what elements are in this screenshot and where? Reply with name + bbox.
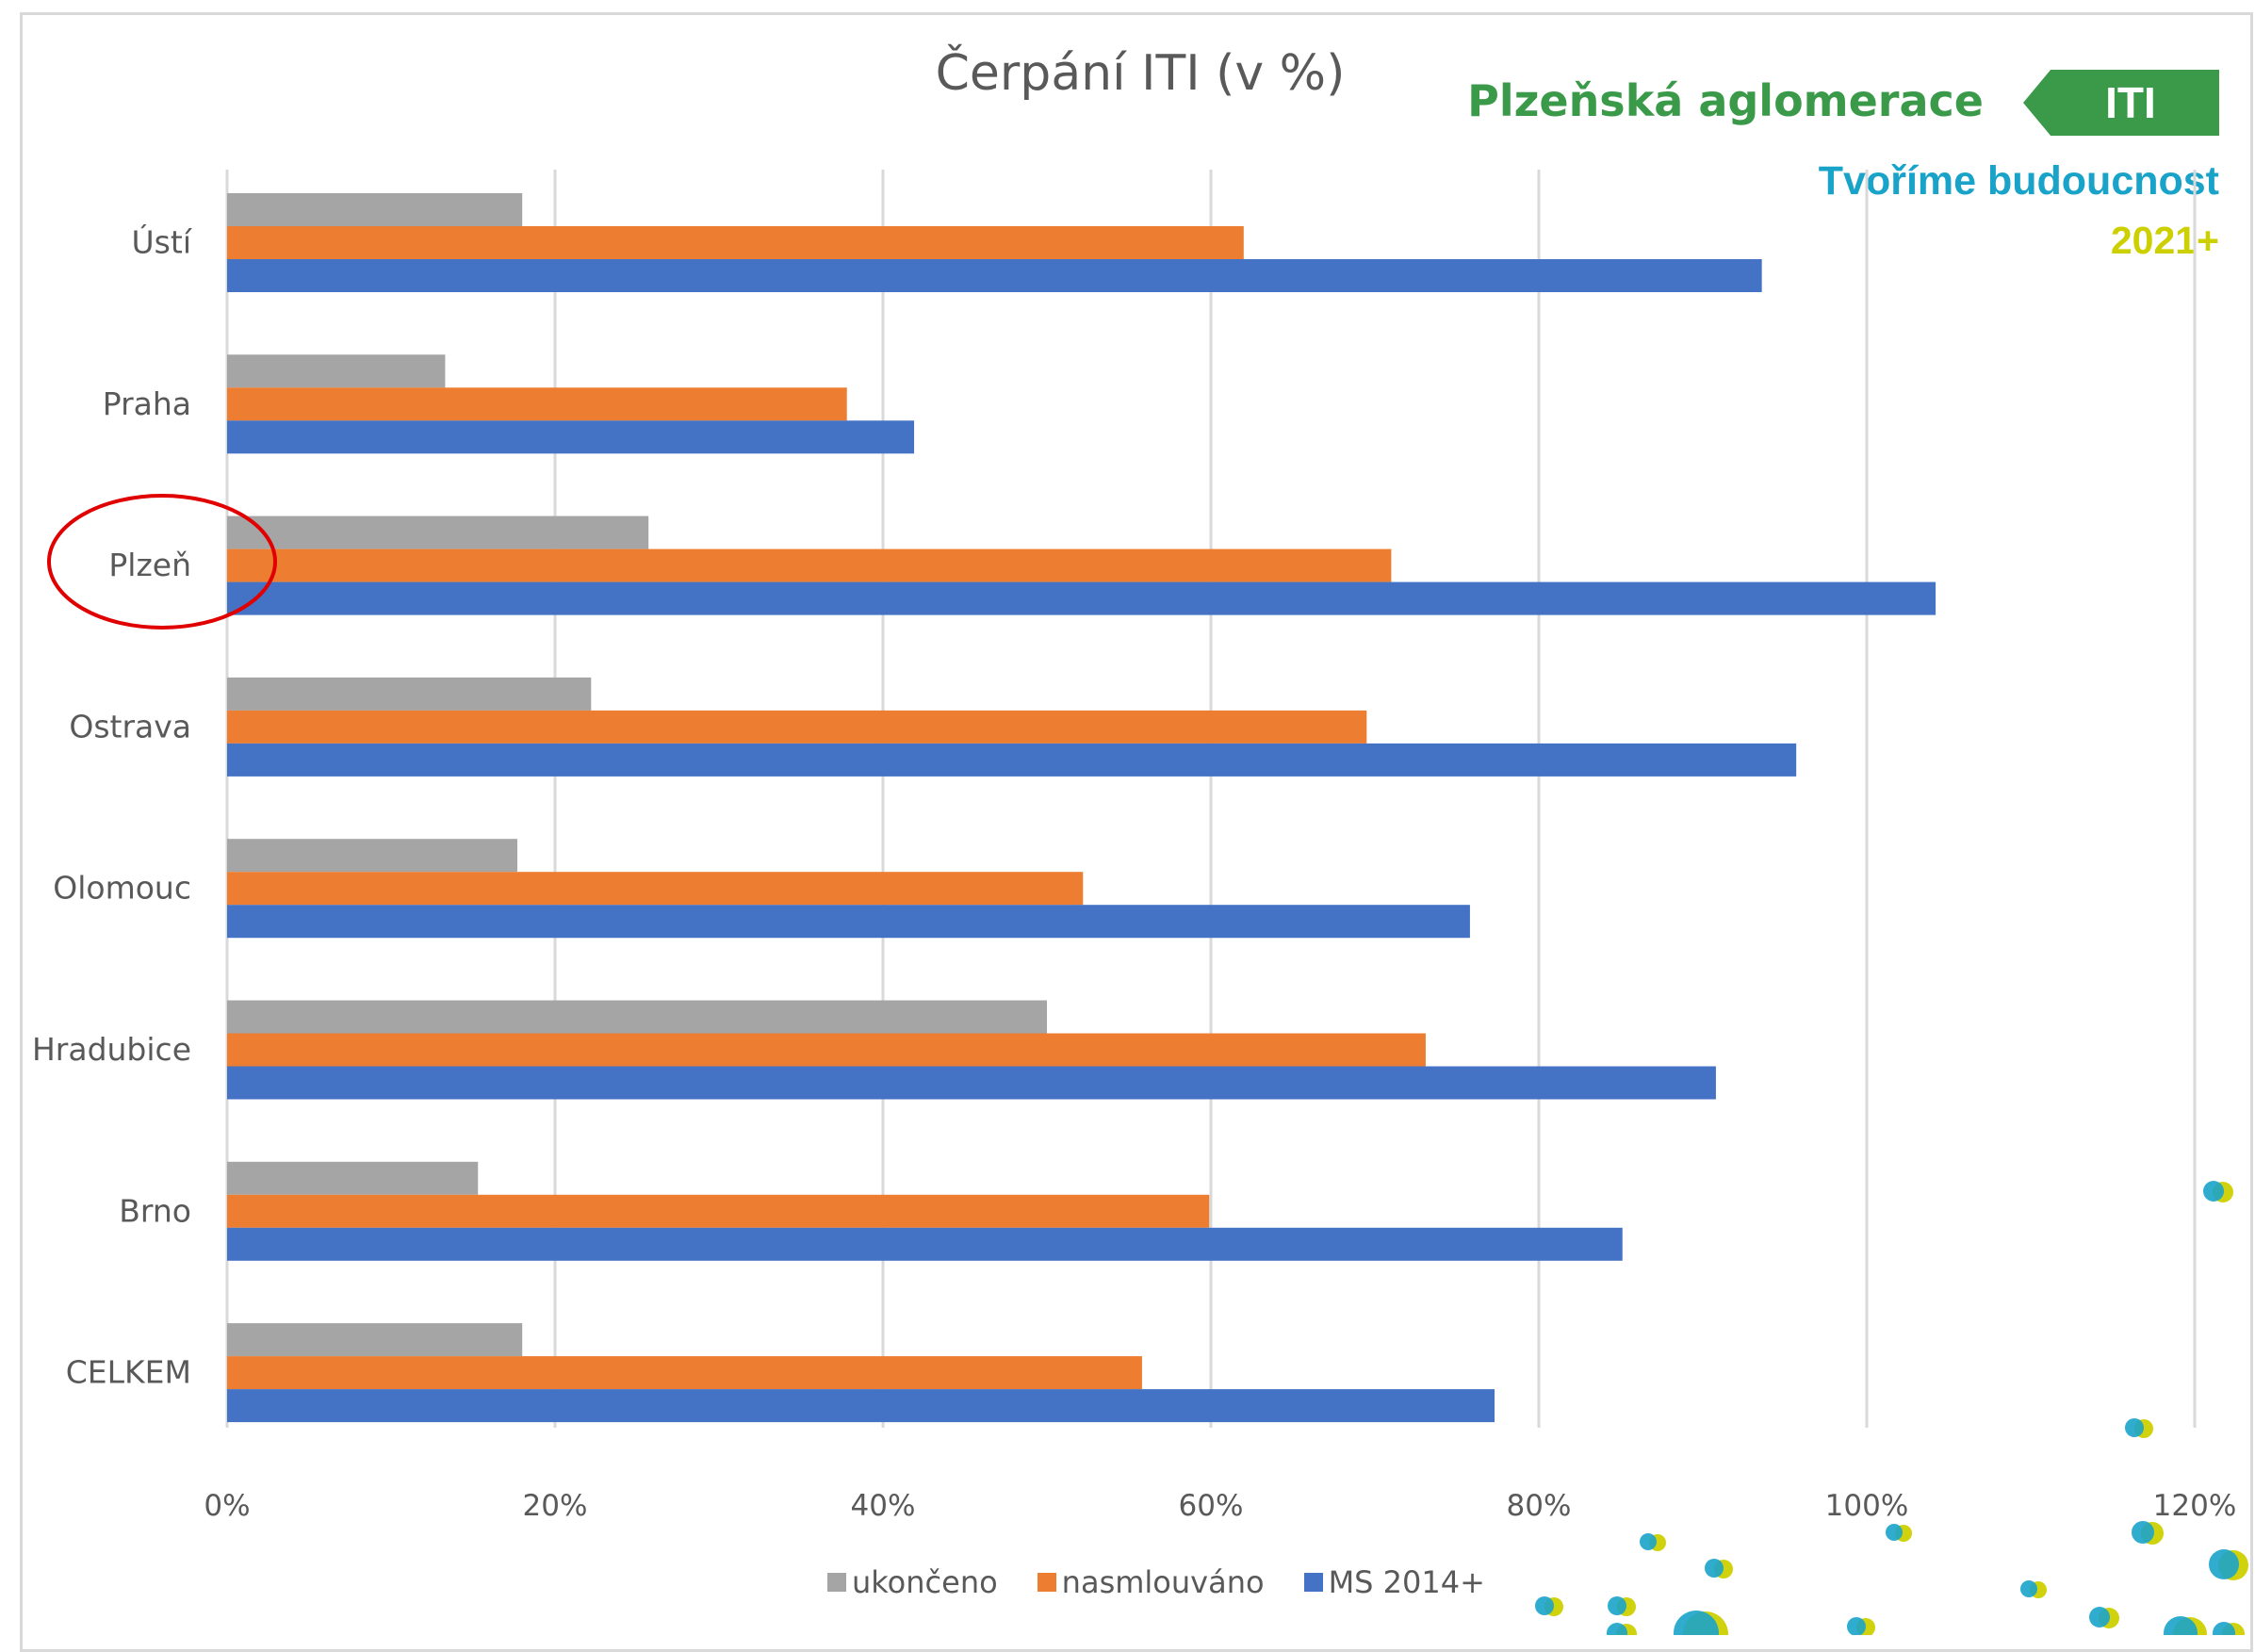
decor-dot <box>1674 1611 1719 1635</box>
bar <box>227 354 446 388</box>
x-tick-label: 40% <box>851 1489 916 1523</box>
bar <box>227 1389 1495 1423</box>
bar <box>227 677 592 711</box>
bar <box>227 548 1392 582</box>
decor-dot <box>2203 1181 2224 1202</box>
x-tick-label: 60% <box>1179 1489 1244 1523</box>
decor-dot <box>2164 1616 2198 1635</box>
decor-dot <box>2125 1418 2144 1437</box>
legend-swatch-ukonceno <box>827 1573 846 1592</box>
legend: ukončeno nasmlouváno MS 2014+ <box>827 1564 1485 1600</box>
bar <box>227 1066 1716 1100</box>
decor-dot <box>1535 1596 1554 1615</box>
category-labels: Ústí Praha Plzeň Ostrava Olomouc Hradubice Brn… <box>32 223 193 1391</box>
decor-dot <box>2132 1521 2154 1544</box>
decor-dot <box>1847 1617 1866 1635</box>
x-tick-label: 100% <box>1825 1489 1909 1523</box>
category-label: Plzeň <box>108 547 191 583</box>
brand-logo: Plzeňská aglomerace ITI Tvoříme budoucno… <box>1371 68 2219 275</box>
brand-tag: ITI <box>2023 70 2219 136</box>
category-label: Olomouc <box>53 870 191 907</box>
legend-item-ms: MS 2014+ <box>1303 1564 1485 1600</box>
legend-swatch-ms <box>1303 1573 1323 1592</box>
bar <box>227 387 847 421</box>
bar <box>227 839 517 873</box>
x-tick-labels: 0% 20% 40% 60% 80% 100% 120% <box>204 1489 2236 1523</box>
decor-dot <box>2089 1607 2110 1627</box>
bar <box>227 259 1762 292</box>
category-label: Ústí <box>132 223 193 261</box>
bar <box>227 1161 479 1195</box>
category-label: Ostrava <box>69 708 191 744</box>
x-tick-label: 80% <box>1507 1489 1572 1523</box>
legend-item-ukonceno: ukončeno <box>827 1564 998 1600</box>
decor-dot <box>1608 1596 1626 1615</box>
highlight-circle <box>47 494 277 630</box>
bar <box>227 905 1470 939</box>
bar <box>227 226 1244 259</box>
decor-dot <box>1886 1524 1903 1541</box>
legend-label-ms: MS 2014+ <box>1328 1564 1485 1600</box>
bar <box>227 515 649 549</box>
bar <box>227 872 1084 906</box>
bars <box>227 193 1936 1423</box>
decor-dot <box>1607 1623 1627 1635</box>
decor-dot <box>2213 1622 2235 1635</box>
decor-dot <box>2209 1549 2239 1579</box>
category-label: Praha <box>103 385 191 422</box>
legend-label-nasmlouvano: nasmlouváno <box>1061 1564 1265 1600</box>
category-label: Brno <box>119 1192 191 1229</box>
bar <box>227 1323 523 1357</box>
bar <box>227 1033 1426 1067</box>
bar <box>227 420 915 454</box>
brand-slogan: Tvoříme budoucnost <box>1818 158 2219 204</box>
decorative-dots <box>1535 1181 2248 1635</box>
legend-item-nasmlouvano: nasmlouváno <box>1037 1564 1265 1600</box>
bar <box>227 1194 1210 1228</box>
brand-year: 2021+ <box>2110 219 2219 262</box>
bar <box>227 710 1367 744</box>
decor-dot <box>1640 1533 1657 1550</box>
bar <box>227 1356 1142 1390</box>
decor-dot <box>2020 1580 2037 1597</box>
x-tick-label: 120% <box>2153 1489 2237 1523</box>
category-label: CELKEM <box>66 1354 191 1391</box>
x-tick-label: 20% <box>523 1489 588 1523</box>
legend-swatch-nasmlouvano <box>1037 1573 1056 1592</box>
bar <box>227 1227 1623 1261</box>
chart-title: Čerpání ITI (v %) <box>935 45 1346 102</box>
brand-name: Plzeňská aglomerace <box>1467 75 1984 126</box>
bar <box>227 743 1797 777</box>
decor-dot <box>1705 1559 1724 1578</box>
category-label: Hradubice <box>32 1031 191 1068</box>
x-tick-label: 0% <box>204 1489 250 1523</box>
bar <box>227 193 523 226</box>
legend-label-ukonceno: ukončeno <box>852 1564 998 1600</box>
bar <box>227 581 1936 615</box>
bar <box>227 1000 1047 1034</box>
